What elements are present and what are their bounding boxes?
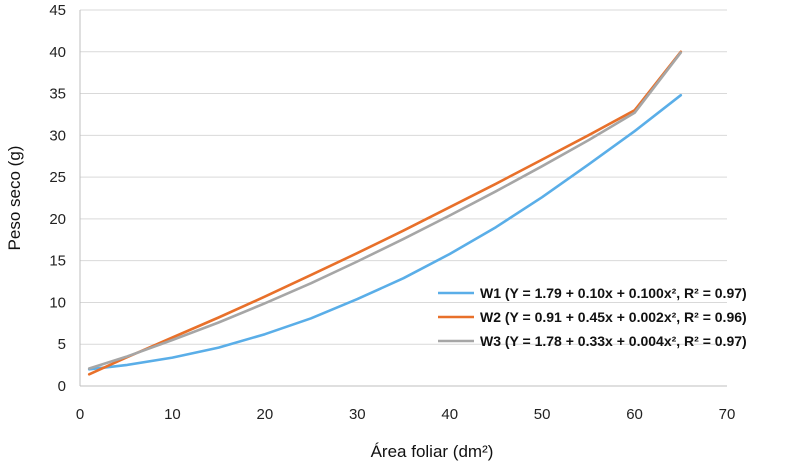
x-tick-label: 70 [719,406,736,423]
y-tick-label: 10 [49,294,66,311]
x-tick-labels: 0 10 20 30 40 50 60 70 [76,406,736,423]
series-line-w1 [87,93,683,371]
y-tick-label: 0 [58,378,66,395]
x-axis-title: Área foliar (dm²) [371,442,494,461]
x-tick-label: 20 [257,406,274,423]
series-line-w3 [87,51,683,370]
legend-label-w2: W2 (Y = 0.91 + 0.45x + 0.002x², R² = 0.9… [480,309,747,325]
y-tick-label: 40 [49,44,66,61]
x-tick-label: 60 [626,406,643,423]
x-tick-label: 30 [349,406,366,423]
y-tick-label: 20 [49,211,66,228]
y-axis-title: Peso seco (g) [5,146,24,251]
y-tick-label: 30 [49,127,66,144]
gridlines [80,9,727,345]
y-tick-label: 5 [58,336,66,353]
legend: W1 (Y = 1.79 + 0.10x + 0.100x², R² = 0.9… [438,285,747,349]
y-tick-labels: 0 5 10 15 20 25 30 35 40 45 [49,2,66,395]
legend-label-w3: W3 (Y = 1.78 + 0.33x + 0.004x², R² = 0.9… [480,333,747,349]
y-tick-label: 25 [49,169,66,186]
series-line-w2 [87,50,683,376]
y-tick-label: 45 [49,2,66,19]
x-tick-label: 10 [164,406,181,423]
x-tick-label: 50 [534,406,551,423]
axes [79,10,727,387]
x-tick-label: 0 [76,406,84,423]
series-lines [87,50,683,376]
legend-label-w1: W1 (Y = 1.79 + 0.10x + 0.100x², R² = 0.9… [480,285,747,301]
x-tick-label: 40 [441,406,458,423]
y-tick-label: 15 [49,253,66,270]
y-tick-label: 35 [49,86,66,103]
